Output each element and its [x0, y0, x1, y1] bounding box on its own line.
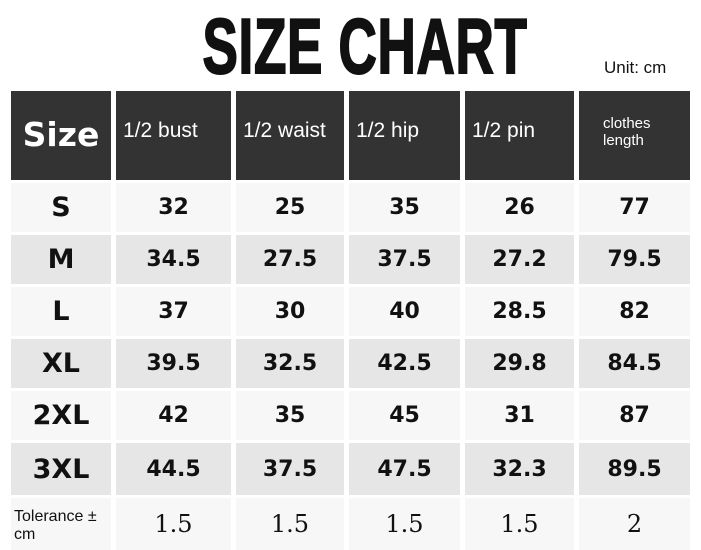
table-cell: 27.5 — [236, 235, 344, 284]
tolerance-label: Tolerance ± cm — [11, 498, 111, 550]
table-cell: 47.5 — [349, 443, 460, 495]
header-cell: clothes length — [579, 91, 690, 180]
table-cell: 29.8 — [465, 339, 574, 388]
header-cell: 1/2 hip — [349, 91, 460, 180]
table-cell: 31 — [465, 391, 574, 440]
table-cell: 45 — [349, 391, 460, 440]
tolerance-cell: 1.5 — [236, 498, 344, 550]
size-label: S — [11, 183, 111, 232]
size-table: Size 1/2 bust 1/2 waist 1/2 hip 1/2 pin cloth… — [11, 91, 690, 550]
table-cell: 32.3 — [465, 443, 574, 495]
tolerance-cell: 2 — [579, 498, 690, 550]
table-cell: 28.5 — [465, 287, 574, 336]
table-cell: 77 — [579, 183, 690, 232]
table-cell: 89.5 — [579, 443, 690, 495]
unit-label: Unit: cm — [604, 58, 667, 77]
size-label: L — [11, 287, 111, 336]
table-cell: 40 — [349, 287, 460, 336]
tolerance-cell: 1.5 — [349, 498, 460, 550]
table-cell: 44.5 — [116, 443, 231, 495]
header-cell: 1/2 waist — [236, 91, 344, 180]
size-label: XL — [11, 339, 111, 388]
table-cell: 34.5 — [116, 235, 231, 284]
table-cell: 32 — [116, 183, 231, 232]
table-cell: 39.5 — [116, 339, 231, 388]
size-label: M — [11, 235, 111, 284]
size-label: 3XL — [11, 443, 111, 495]
table-cell: 25 — [236, 183, 344, 232]
table-cell: 37.5 — [236, 443, 344, 495]
header-cell: 1/2 bust — [116, 91, 231, 180]
tolerance-cell: 1.5 — [465, 498, 574, 550]
table-cell: 30 — [236, 287, 344, 336]
table-cell: 32.5 — [236, 339, 344, 388]
table-cell: 79.5 — [579, 235, 690, 284]
table-cell: 87 — [579, 391, 690, 440]
table-cell: 27.2 — [465, 235, 574, 284]
table-cell: 37.5 — [349, 235, 460, 284]
table-cell: 82 — [579, 287, 690, 336]
header-cell: 1/2 pin — [465, 91, 574, 180]
table-cell: 37 — [116, 287, 231, 336]
page-title: SIZE CHART — [202, 2, 528, 90]
size-label: 2XL — [11, 391, 111, 440]
table-cell: 42.5 — [349, 339, 460, 388]
table-cell: 35 — [349, 183, 460, 232]
header-cell-text: clothes length — [603, 115, 651, 149]
tolerance-cell: 1.5 — [116, 498, 231, 550]
table-cell: 35 — [236, 391, 344, 440]
table-cell: 42 — [116, 391, 231, 440]
table-cell: 84.5 — [579, 339, 690, 388]
header-cell: Size — [11, 91, 111, 180]
table-cell: 26 — [465, 183, 574, 232]
